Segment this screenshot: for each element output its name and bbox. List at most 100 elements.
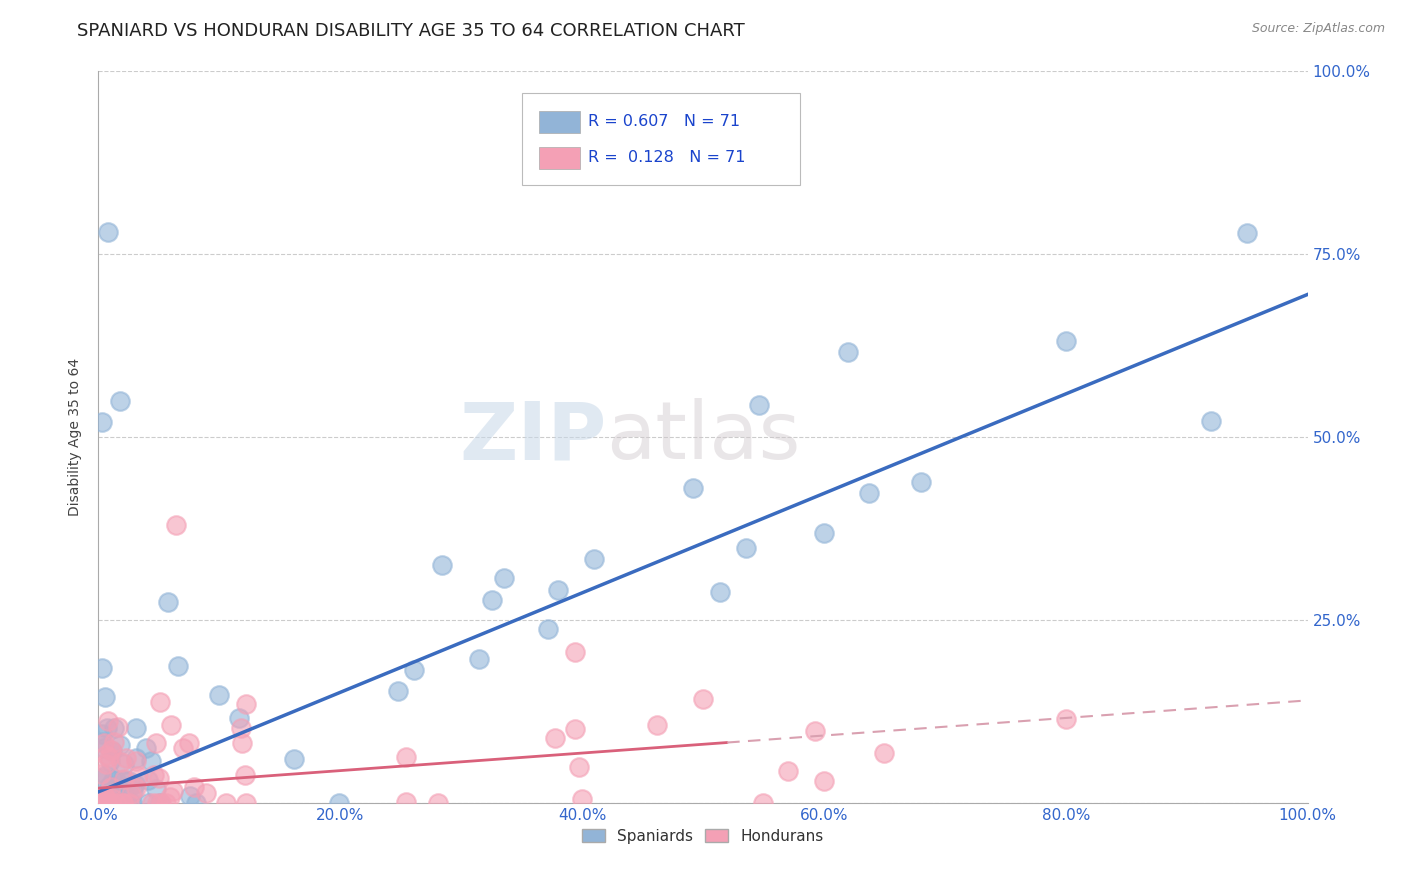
Point bbox=[96, 722, 118, 736]
Point bbox=[110, 738, 132, 752]
Point bbox=[112, 756, 135, 771]
Point bbox=[235, 698, 257, 712]
Point bbox=[215, 796, 238, 810]
Point bbox=[120, 787, 142, 801]
Point bbox=[583, 552, 606, 566]
Point bbox=[145, 736, 167, 750]
Point bbox=[112, 773, 135, 788]
Point bbox=[160, 718, 183, 732]
Point bbox=[135, 741, 157, 756]
Point bbox=[100, 790, 122, 805]
Point bbox=[645, 717, 668, 731]
Point bbox=[709, 585, 731, 599]
Text: atlas: atlas bbox=[606, 398, 800, 476]
Point bbox=[145, 782, 167, 797]
Point bbox=[813, 526, 835, 541]
Point bbox=[803, 724, 825, 739]
Point bbox=[90, 796, 112, 810]
Point bbox=[1236, 226, 1258, 240]
Point bbox=[94, 768, 117, 782]
Point bbox=[141, 796, 163, 810]
Point bbox=[149, 796, 172, 810]
Point bbox=[752, 796, 775, 810]
Point bbox=[568, 760, 591, 774]
Point bbox=[537, 622, 560, 636]
Y-axis label: Disability Age 35 to 64: Disability Age 35 to 64 bbox=[69, 358, 83, 516]
Point bbox=[111, 796, 134, 810]
Point bbox=[125, 750, 148, 764]
Point bbox=[858, 486, 880, 500]
Point bbox=[125, 721, 148, 735]
Point bbox=[387, 683, 409, 698]
FancyBboxPatch shape bbox=[522, 94, 800, 185]
Point bbox=[100, 796, 122, 810]
Point bbox=[494, 571, 516, 585]
Point bbox=[432, 558, 454, 573]
Point bbox=[122, 783, 145, 797]
Text: ZIP: ZIP bbox=[458, 398, 606, 476]
Point bbox=[118, 780, 141, 794]
Point bbox=[404, 663, 426, 677]
Point bbox=[91, 796, 114, 810]
Point bbox=[104, 790, 127, 805]
Point bbox=[101, 744, 124, 758]
Point bbox=[283, 752, 305, 766]
Point bbox=[735, 541, 758, 555]
Point bbox=[564, 645, 586, 659]
Point bbox=[90, 796, 112, 810]
Point bbox=[94, 757, 117, 772]
Point bbox=[179, 735, 201, 749]
Point bbox=[148, 771, 170, 785]
Text: R =  0.128   N = 71: R = 0.128 N = 71 bbox=[588, 150, 745, 165]
Point bbox=[91, 796, 114, 810]
Point bbox=[125, 781, 148, 796]
Point bbox=[91, 796, 114, 810]
Point bbox=[910, 475, 932, 489]
Point bbox=[111, 796, 134, 810]
Point bbox=[121, 796, 143, 810]
Point bbox=[195, 786, 218, 800]
Point bbox=[96, 747, 118, 762]
FancyBboxPatch shape bbox=[538, 147, 579, 169]
Point bbox=[547, 583, 569, 598]
Point bbox=[682, 481, 704, 495]
Point bbox=[747, 398, 769, 412]
Point bbox=[1054, 334, 1077, 348]
Point bbox=[231, 736, 253, 750]
Point bbox=[837, 344, 859, 359]
Text: R = 0.607   N = 71: R = 0.607 N = 71 bbox=[588, 113, 740, 128]
Point bbox=[98, 779, 121, 793]
Point bbox=[159, 789, 181, 804]
Point bbox=[103, 735, 125, 749]
Point bbox=[94, 796, 117, 810]
Point bbox=[91, 661, 114, 675]
Text: SPANIARD VS HONDURAN DISABILITY AGE 35 TO 64 CORRELATION CHART: SPANIARD VS HONDURAN DISABILITY AGE 35 T… bbox=[77, 22, 745, 40]
Point bbox=[112, 772, 135, 786]
Point bbox=[1054, 713, 1077, 727]
Point bbox=[183, 780, 205, 794]
Point bbox=[427, 796, 450, 810]
Point bbox=[328, 796, 350, 810]
Point bbox=[114, 788, 136, 802]
Point bbox=[564, 722, 586, 736]
Point bbox=[395, 796, 418, 810]
Point bbox=[90, 796, 112, 810]
Point bbox=[136, 796, 159, 810]
Point bbox=[778, 764, 800, 779]
Point bbox=[184, 796, 207, 810]
Point bbox=[103, 721, 125, 735]
Point bbox=[91, 734, 114, 748]
Point bbox=[115, 750, 138, 764]
Point bbox=[124, 777, 146, 791]
Point bbox=[873, 746, 896, 760]
Text: Source: ZipAtlas.com: Source: ZipAtlas.com bbox=[1251, 22, 1385, 36]
Point bbox=[544, 731, 567, 746]
Point bbox=[167, 659, 190, 673]
Point bbox=[233, 768, 256, 782]
Point bbox=[149, 694, 172, 708]
Point bbox=[93, 741, 115, 756]
Point bbox=[90, 767, 112, 781]
Point bbox=[105, 796, 128, 810]
Point bbox=[692, 692, 714, 706]
Point bbox=[481, 593, 503, 607]
